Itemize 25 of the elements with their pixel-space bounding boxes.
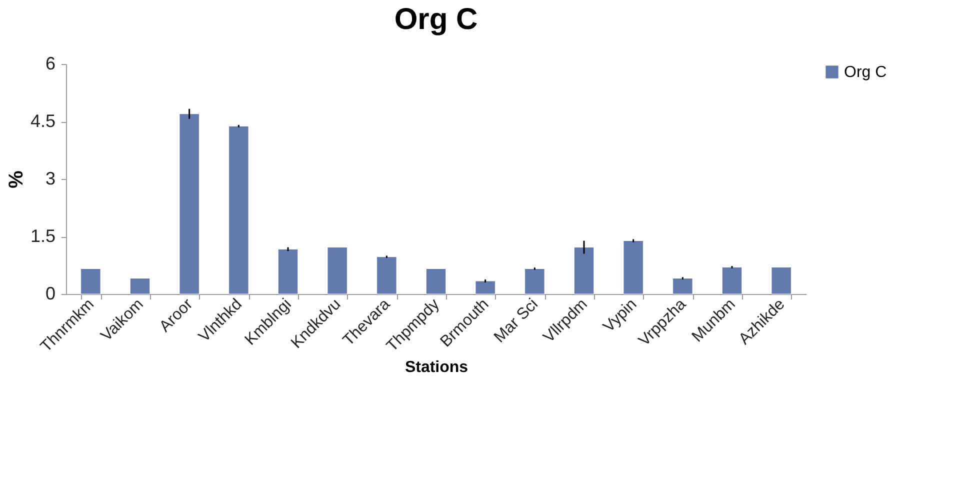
x-axis-title: Stations (404, 358, 468, 376)
y-tick-label: 6 (45, 54, 56, 74)
bar (376, 256, 397, 294)
bar (327, 246, 348, 294)
bar (426, 268, 446, 294)
bar (228, 126, 249, 294)
legend-label: Org C (844, 64, 887, 81)
bar (722, 266, 742, 294)
y-tick-label: 4.5 (30, 111, 56, 131)
bar (80, 268, 101, 294)
bar (475, 280, 496, 294)
bar (278, 248, 298, 294)
bar (130, 278, 150, 294)
bar (672, 278, 693, 294)
x-tick-label: Mar Sci (491, 296, 542, 346)
bar (524, 268, 545, 294)
y-tick-label: 0 (45, 284, 56, 304)
bar (623, 240, 644, 294)
y-axis-title: % (5, 170, 28, 188)
y-tick-label: 3 (45, 168, 56, 188)
bar (771, 266, 792, 294)
chart-title: Org C (394, 3, 478, 36)
y-tick-label: 1.5 (30, 226, 56, 246)
bar (574, 246, 594, 294)
bar (179, 114, 200, 294)
